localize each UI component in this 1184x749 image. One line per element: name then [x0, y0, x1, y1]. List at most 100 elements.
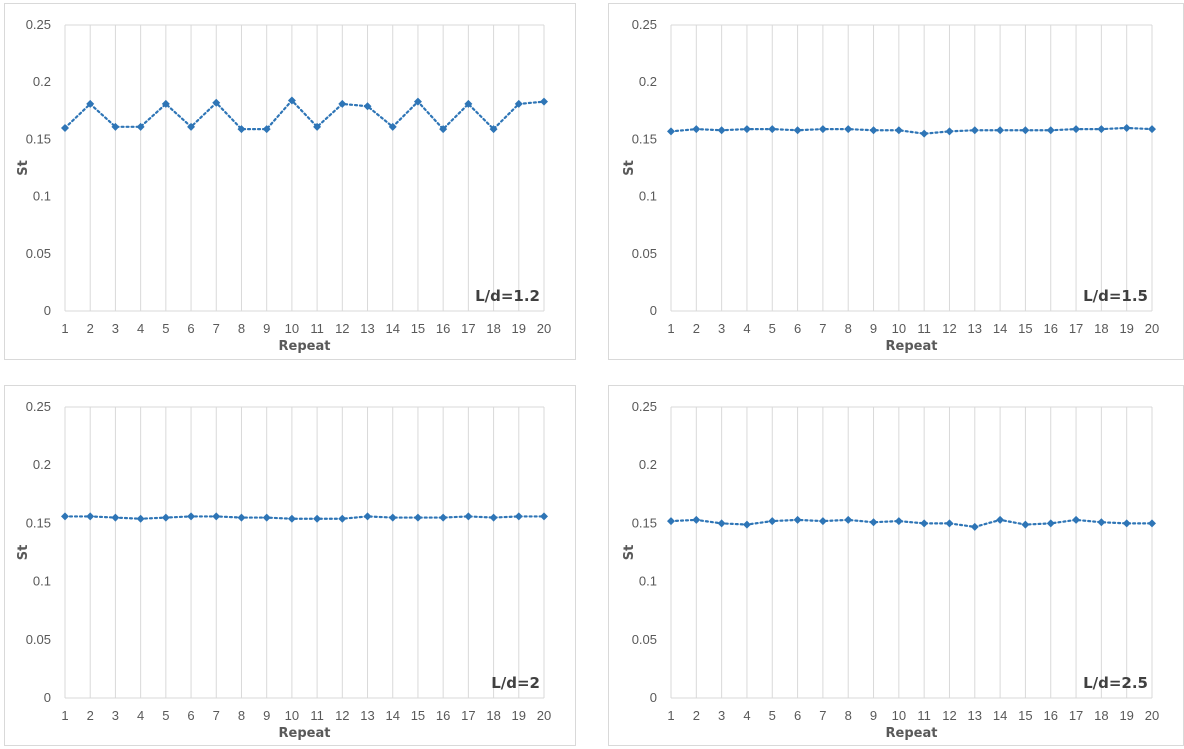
x-tick-label: 3 — [112, 708, 119, 723]
series-line — [63, 515, 546, 520]
data-point-marker — [439, 125, 448, 134]
x-tick-label: 11 — [310, 321, 324, 336]
x-tick-label: 15 — [1018, 708, 1032, 723]
data-point-marker — [970, 126, 979, 135]
x-tick-label: 19 — [1119, 708, 1133, 723]
data-point-marker — [793, 126, 802, 135]
y-tick-label: 0.25 — [26, 399, 51, 414]
chart-svg: 00.050.10.150.20.251 2 3 4 5 6 7 8 9 10 11 12 13 14 15… — [622, 399, 1159, 741]
data-point-marker — [818, 125, 827, 134]
data-point-marker — [212, 98, 221, 107]
x-tick-label: 6 — [187, 708, 194, 723]
chart-svg: 00.050.10.150.20.251 2 3 4 5 6 7 8 9 10 11 12 13 14 15… — [16, 399, 551, 741]
x-tick-label: 5 — [769, 321, 776, 336]
data-point-marker — [894, 126, 903, 135]
y-tick-label: 0.1 — [639, 189, 657, 204]
series-line — [63, 98, 546, 131]
data-point-marker — [136, 122, 145, 131]
y-tick-label: 0.2 — [33, 74, 51, 89]
x-tick-label: 4 — [743, 321, 750, 336]
y-tick-label: 0 — [650, 690, 657, 705]
data-point-marker — [86, 99, 95, 108]
data-point-marker — [768, 517, 777, 526]
x-tick-label: 18 — [486, 708, 500, 723]
data-point-marker — [489, 513, 498, 522]
y-tick-label: 0.05 — [632, 246, 657, 261]
data-point-marker — [161, 513, 170, 522]
x-tick-label: 15 — [411, 321, 425, 336]
x-tick-label: 3 — [112, 321, 119, 336]
x-tick-label: 10 — [285, 708, 299, 723]
series-line — [669, 518, 1154, 529]
data-point-marker — [86, 512, 95, 521]
x-axis-label: Repeat — [886, 339, 938, 354]
data-point-marker — [1046, 126, 1055, 135]
data-point-marker — [262, 125, 271, 134]
data-point-marker — [844, 125, 853, 134]
x-tick-label: 8 — [238, 708, 245, 723]
x-tick-label: 10 — [285, 321, 299, 336]
data-point-marker — [1021, 520, 1030, 529]
data-point-marker — [692, 515, 701, 524]
data-point-marker — [287, 514, 296, 523]
data-point-marker — [363, 512, 372, 521]
x-tick-label: 11 — [917, 321, 931, 336]
y-tick-label: 0.15 — [26, 515, 51, 530]
data-point-marker — [540, 512, 548, 521]
x-tick-label: 13 — [360, 708, 374, 723]
x-tick-label: 11 — [310, 708, 324, 723]
gridlines — [64, 406, 545, 698]
y-tick-label: 0 — [650, 303, 657, 318]
y-tick-label: 0 — [44, 690, 51, 705]
data-point-marker — [869, 518, 878, 527]
x-tick-label: 14 — [386, 321, 400, 336]
data-point-marker — [439, 513, 448, 522]
x-tick-label: 8 — [238, 321, 245, 336]
x-tick-label: 1 — [667, 321, 674, 336]
data-point-marker — [388, 513, 397, 522]
y-axis-label: St — [622, 545, 637, 561]
data-point-marker — [844, 515, 853, 524]
x-axis-label: Repeat — [886, 726, 938, 741]
annotation-label: L/d=2 — [491, 674, 540, 692]
chart-panel-ld-2-5: 0 0.05 0.1 0.15 0.2 0.25 1 2 3 4 5 6 7 8 9 10 11 12 13 14 15… — [608, 385, 1184, 746]
y-tick-label: 0.15 — [632, 515, 657, 530]
data-point-marker — [464, 512, 473, 521]
data-point-marker — [1148, 125, 1156, 134]
data-point-marker — [1097, 125, 1106, 134]
x-tick-label: 8 — [845, 321, 852, 336]
data-point-marker — [514, 512, 523, 521]
data-point-marker — [1097, 518, 1106, 527]
x-tick-label: 14 — [993, 321, 1007, 336]
x-tick-label: 14 — [993, 708, 1007, 723]
x-tick-label: 8 — [845, 708, 852, 723]
x-tick-label: 9 — [870, 321, 877, 336]
data-point-marker — [1072, 515, 1081, 524]
x-tick-label: 2 — [693, 321, 700, 336]
x-tick-label: 9 — [263, 708, 270, 723]
data-point-marker — [1021, 126, 1030, 135]
data-point-marker — [945, 519, 954, 528]
data-point-marker — [388, 122, 397, 131]
y-tick-label: 0.2 — [639, 74, 657, 89]
x-tick-label: 20 — [1145, 708, 1159, 723]
data-point-marker — [212, 512, 221, 521]
data-point-marker — [945, 127, 954, 136]
data-point-marker — [413, 513, 422, 522]
data-point-marker — [1072, 125, 1081, 134]
x-tick-label: 10 — [892, 321, 906, 336]
data-point-marker — [1122, 123, 1131, 132]
x-tick-label: 19 — [1119, 321, 1133, 336]
x-tick-label: 6 — [187, 321, 194, 336]
x-tick-label: 6 — [794, 321, 801, 336]
x-tick-label: 16 — [436, 321, 450, 336]
data-point-marker — [61, 512, 69, 521]
data-point-marker — [970, 522, 979, 531]
data-point-marker — [818, 517, 827, 526]
x-tick-label: 1 — [61, 708, 68, 723]
data-point-marker — [187, 512, 196, 521]
x-tick-label: 16 — [1044, 321, 1058, 336]
data-point-marker — [187, 122, 196, 131]
x-tick-label: 17 — [1069, 708, 1083, 723]
data-point-marker — [996, 515, 1005, 524]
